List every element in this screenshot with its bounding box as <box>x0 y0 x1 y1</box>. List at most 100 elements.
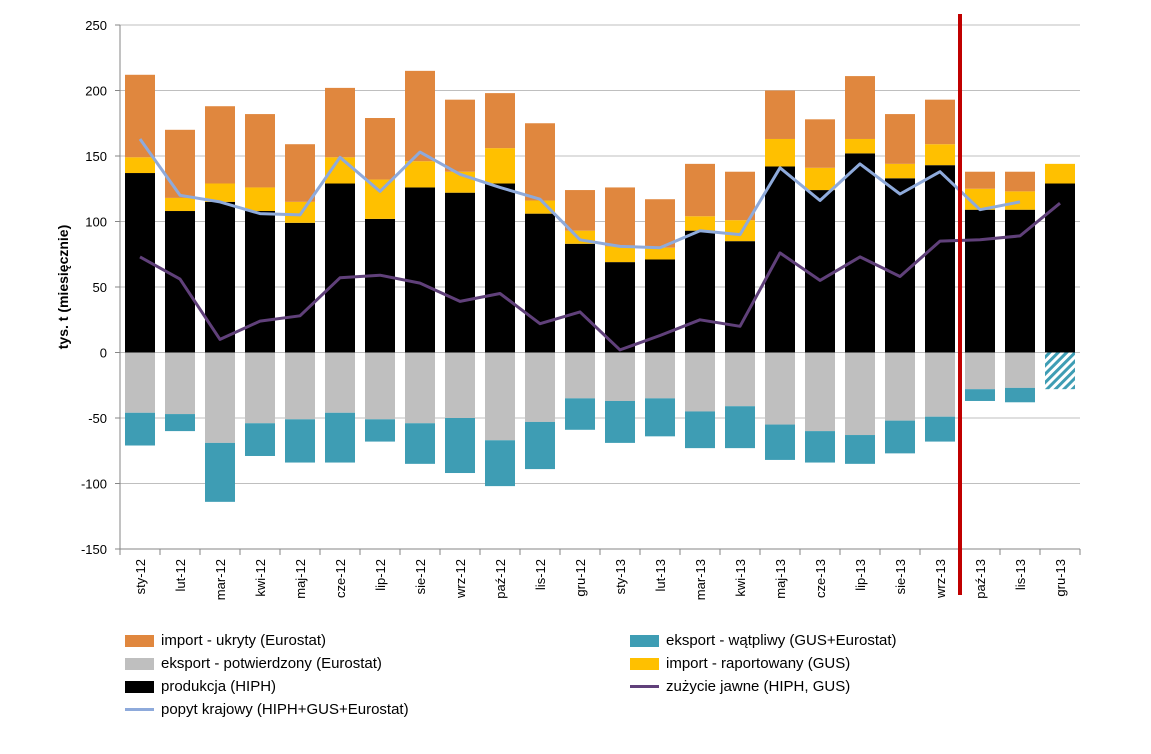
bar-import-wrz-13 <box>925 99 955 145</box>
bar-eksport-mar-12 <box>205 442 235 502</box>
bar-import-lip-13 <box>845 138 875 154</box>
x-tick-label: maj-13 <box>773 559 788 599</box>
bar-eksport-paź-13 <box>965 389 995 401</box>
bar-import-cze-12 <box>325 87 355 158</box>
bar-eksport-wrz-13 <box>925 352 955 417</box>
bar-produkcja-cze-12 <box>325 183 355 353</box>
x-tick-label: lut-13 <box>653 559 668 592</box>
bar-eksport-sty-13 <box>605 352 635 401</box>
x-tick-label: cze-12 <box>333 559 348 598</box>
bar-import-paź-12 <box>485 93 515 149</box>
legend-label: eksport - potwierdzony (Eurostat) <box>161 655 382 672</box>
y-tick-label: 200 <box>85 84 107 99</box>
bar-import-lis-12 <box>525 200 555 214</box>
y-tick-label: 250 <box>85 18 107 33</box>
bar-eksport-cze-12 <box>325 412 355 463</box>
bar-import-lis-13 <box>1005 171 1035 192</box>
bar-import-kwi-12 <box>245 114 275 188</box>
x-tick-label: kwi-13 <box>733 559 748 597</box>
line-popyt-krajowy <box>138 138 1021 250</box>
bar-eksport-sie-12 <box>405 352 435 424</box>
bar-produkcja-mar-12 <box>205 201 235 353</box>
bar-produkcja-sie-13 <box>885 178 915 353</box>
bar-eksport-wrz-13 <box>925 416 955 442</box>
bar-import-lut-13 <box>645 199 675 248</box>
bar-eksport-sty-12 <box>125 412 155 446</box>
bar-eksport-mar-13 <box>685 411 715 449</box>
bar-eksport-maj-13 <box>765 424 795 460</box>
x-tick-label: gru-12 <box>573 559 588 597</box>
bar-import-sty-12 <box>125 74 155 158</box>
bar-eksport-lis-12 <box>525 352 555 422</box>
bar-eksport-sie-13 <box>885 420 915 454</box>
legend-label: popyt krajowy (HIPH+GUS+Eurostat) <box>161 701 409 718</box>
legend-item-eksport-potwierdzony: eksport - potwierdzony (Eurostat) <box>125 655 382 672</box>
legend-label: import - raportowany (GUS) <box>666 655 851 672</box>
legend-line-swatch <box>630 685 659 688</box>
bar-import-mar-13 <box>685 216 715 231</box>
bar-import-wrz-13 <box>925 144 955 166</box>
bar-eksport-kwi-12 <box>245 423 275 456</box>
bar-import-cze-13 <box>805 119 835 168</box>
legend-label: produkcja (HIPH) <box>161 678 277 695</box>
x-tick-label: lut-12 <box>173 559 188 592</box>
bar-produkcja-lis-13 <box>1005 209 1035 353</box>
x-tick-label: maj-12 <box>293 559 308 599</box>
bar-eksport-lis-13 <box>1005 387 1035 403</box>
bar-eksport-kwi-13 <box>725 352 755 407</box>
bar-eksport-maj-13 <box>765 352 795 425</box>
x-tick-label: kwi-12 <box>253 559 268 597</box>
y-tick-label: 100 <box>85 215 107 230</box>
bar-import-sie-12 <box>405 70 435 162</box>
y-tick-label: 0 <box>100 346 107 361</box>
legend-swatch <box>125 634 154 647</box>
legend-item-popyt-krajowy: popyt krajowy (HIPH+GUS+Eurostat) <box>125 701 409 718</box>
bar-import-sie-13 <box>885 163 915 179</box>
bar-eksport-sie-13 <box>885 352 915 421</box>
legend-label: eksport - wątpliwy (GUS+Eurostat) <box>666 632 897 649</box>
bar-eksport-lip-12 <box>365 352 395 420</box>
bar-produkcja-lip-13 <box>845 153 875 353</box>
bar-eksport-kwi-13 <box>725 406 755 449</box>
legend-item-import-ukryty: import - ukryty (Eurostat) <box>125 632 326 649</box>
x-tick-label: mar-13 <box>693 559 708 600</box>
bar-eksport-gru-13 <box>1045 352 1075 390</box>
x-tick-label: paź-12 <box>493 559 508 599</box>
bar-eksport-lut-12 <box>165 352 195 415</box>
legend-item-zuzycie-jawne: zużycie jawne (HIPH, GUS) <box>630 678 850 695</box>
bar-eksport-lip-12 <box>365 419 395 442</box>
bar-eksport-gru-12 <box>565 398 595 430</box>
bar-import-gru-12 <box>565 190 595 231</box>
bar-eksport-cze-13 <box>805 352 835 432</box>
bar-produkcja-wrz-13 <box>925 165 955 353</box>
bar-eksport-paź-13 <box>965 352 995 390</box>
x-tick-label: sie-13 <box>893 559 908 594</box>
bar-produkcja-gru-12 <box>565 243 595 353</box>
bar-produkcja-paź-13 <box>965 209 995 353</box>
bar-eksport-paź-12 <box>485 440 515 487</box>
bar-import-paź-12 <box>485 148 515 184</box>
bar-produkcja-lip-12 <box>365 218 395 353</box>
x-tick-label: sie-12 <box>413 559 428 594</box>
bar-eksport-sty-12 <box>125 352 155 413</box>
bar-produkcja-wrz-12 <box>445 192 475 353</box>
bar-eksport-lis-13 <box>1005 352 1035 388</box>
bar-import-gru-13 <box>1045 163 1075 184</box>
bar-produkcja-gru-13 <box>1045 183 1075 353</box>
bar-import-sty-13 <box>605 246 635 263</box>
bar-produkcja-sty-13 <box>605 262 635 353</box>
bar-eksport-sie-12 <box>405 423 435 464</box>
bar-import-maj-13 <box>765 138 795 167</box>
x-tick-label: sty-12 <box>133 559 148 594</box>
y-tick-label: 50 <box>93 280 107 295</box>
bar-eksport-lut-12 <box>165 414 195 432</box>
y-tick-label: 150 <box>85 149 107 164</box>
y-axis-title: tys. t (miesięcznie) <box>55 225 71 350</box>
bar-import-lip-12 <box>365 179 395 219</box>
bar-eksport-kwi-12 <box>245 352 275 424</box>
bar-import-sie-13 <box>885 114 915 164</box>
x-tick-label: mar-12 <box>213 559 228 600</box>
legend-swatch <box>630 634 659 647</box>
bar-import-lut-12 <box>165 129 195 198</box>
bar-eksport-lip-13 <box>845 435 875 464</box>
